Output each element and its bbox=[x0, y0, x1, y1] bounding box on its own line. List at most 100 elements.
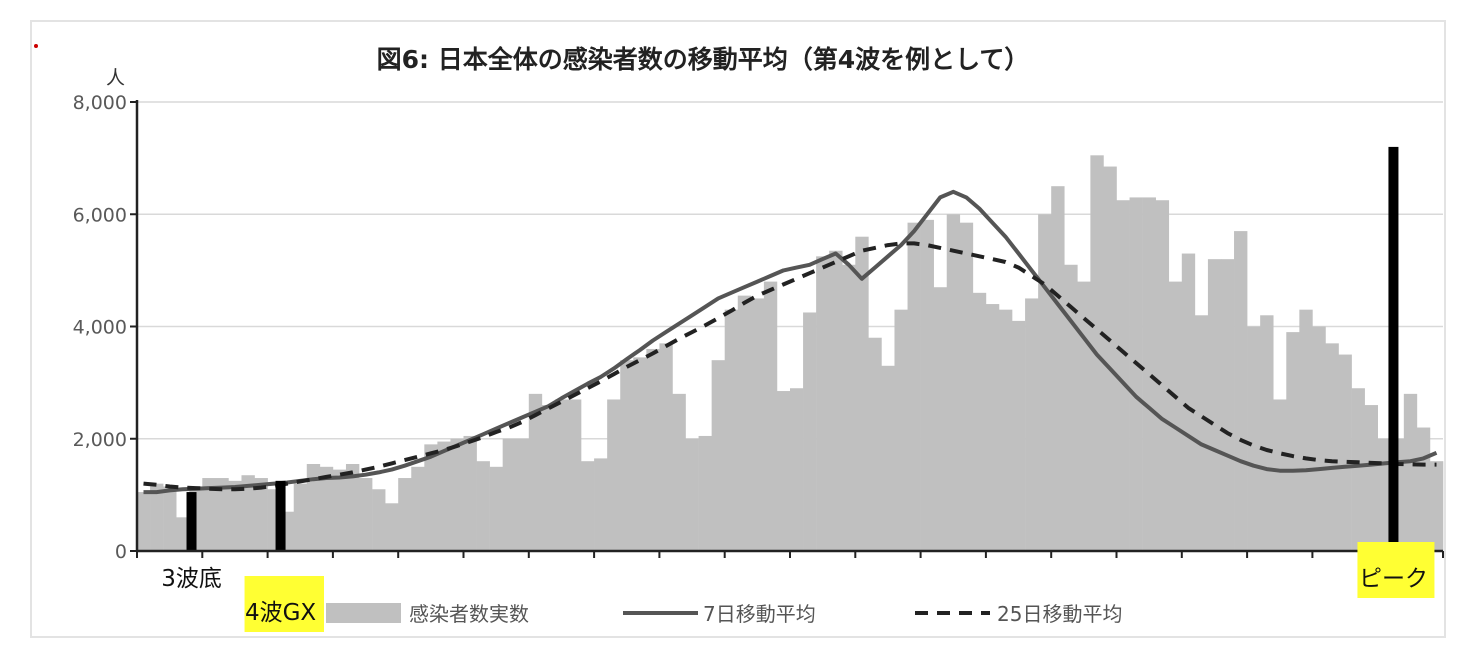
bar-day-7 bbox=[228, 480, 242, 551]
bar-day-90 bbox=[1312, 326, 1326, 551]
bar-day-75 bbox=[1116, 200, 1130, 551]
bar-day-85 bbox=[1247, 326, 1261, 551]
y-tick-label-1: 2,000 bbox=[73, 429, 127, 451]
bar-day-44 bbox=[711, 360, 725, 551]
bar-day-25 bbox=[463, 435, 477, 551]
bar-day-0 bbox=[137, 492, 151, 551]
marker-highlight-2 bbox=[1357, 542, 1435, 598]
bar-day-83 bbox=[1220, 259, 1235, 551]
bar-day-33 bbox=[567, 399, 582, 551]
bar-day-74 bbox=[1103, 166, 1117, 551]
bar-day-12 bbox=[293, 483, 308, 551]
bar-day-55 bbox=[855, 236, 869, 551]
bar-day-45 bbox=[724, 309, 739, 551]
bar-day-49 bbox=[776, 391, 791, 551]
bar-day-97 bbox=[1403, 393, 1418, 551]
bar-day-57 bbox=[881, 365, 895, 551]
bar-day-68 bbox=[1025, 298, 1039, 551]
bar-day-69 bbox=[1038, 214, 1052, 551]
bar-day-65 bbox=[985, 304, 1000, 551]
bar-day-51 bbox=[803, 312, 817, 551]
bar-day-64 bbox=[972, 292, 987, 551]
bar-day-53 bbox=[829, 250, 843, 551]
bar-day-29 bbox=[515, 438, 530, 551]
bar-day-32 bbox=[554, 399, 569, 551]
y-tick-label-0: 0 bbox=[115, 541, 127, 563]
bar-day-60 bbox=[920, 219, 934, 552]
bar-day-87 bbox=[1273, 399, 1287, 551]
bar-day-71 bbox=[1064, 264, 1078, 551]
marker-bar-1 bbox=[275, 480, 286, 552]
legend-swatch-bars bbox=[326, 603, 401, 623]
bar-day-62 bbox=[946, 214, 961, 551]
bar-day-27 bbox=[489, 466, 503, 551]
chart-title: 図6: 日本全体の感染者数の移動平均（第4波を例として） bbox=[377, 45, 1030, 74]
bar-day-72 bbox=[1077, 281, 1091, 551]
y-unit-label: 人 bbox=[106, 67, 125, 89]
bar-day-86 bbox=[1260, 315, 1274, 551]
bar-day-93 bbox=[1351, 388, 1365, 551]
axes: 0 2,000 4,000 6,000 8,000 bbox=[73, 92, 1444, 563]
bar-day-5 bbox=[202, 478, 216, 551]
bar-day-9 bbox=[254, 478, 268, 551]
bar-day-54 bbox=[842, 264, 856, 551]
y-tick-label-4: 8,000 bbox=[73, 92, 127, 114]
bar-day-80 bbox=[1181, 253, 1196, 551]
bar-day-52 bbox=[816, 256, 830, 551]
bar-day-77 bbox=[1142, 197, 1156, 551]
bar-day-47 bbox=[750, 298, 765, 551]
bar-day-19 bbox=[385, 503, 399, 551]
bar-day-34 bbox=[581, 461, 595, 551]
bar-day-23 bbox=[437, 441, 451, 551]
bar-day-42 bbox=[685, 438, 699, 551]
bar-day-8 bbox=[241, 475, 255, 551]
bar-day-26 bbox=[476, 461, 490, 551]
bar-day-48 bbox=[763, 281, 778, 551]
bar-day-6 bbox=[215, 478, 229, 551]
bars-actual-cases bbox=[137, 155, 1444, 552]
marker-labels: 3波底4波GXピークDX底5波GX bbox=[161, 542, 1435, 632]
bar-day-36 bbox=[607, 399, 621, 551]
bar-day-91 bbox=[1325, 343, 1339, 551]
bar-day-61 bbox=[933, 287, 948, 551]
bar-day-15 bbox=[332, 469, 347, 551]
bar-day-66 bbox=[998, 309, 1013, 551]
event-markers bbox=[186, 146, 1399, 552]
marker-label-0: 3波底 bbox=[161, 566, 222, 592]
bar-day-28 bbox=[502, 438, 517, 551]
bar-day-30 bbox=[528, 393, 543, 551]
bar-day-92 bbox=[1338, 354, 1352, 551]
legend-label-7day: 7日移動平均 bbox=[703, 602, 816, 626]
legend-label-25day: 25日移動平均 bbox=[997, 602, 1122, 626]
series-line-2 bbox=[143, 241, 1437, 492]
marker-label-1: 4波GX bbox=[245, 600, 316, 626]
marker-highlight-1 bbox=[244, 576, 325, 632]
bar-day-88 bbox=[1286, 332, 1300, 551]
bar-day-81 bbox=[1194, 315, 1209, 551]
legend: 感染者数実数 7日移動平均 25日移動平均 bbox=[326, 602, 1122, 626]
bar-day-43 bbox=[698, 435, 712, 551]
bar-day-50 bbox=[790, 388, 804, 551]
bar-day-22 bbox=[424, 444, 438, 551]
bar-day-37 bbox=[620, 360, 634, 551]
bar-day-82 bbox=[1207, 259, 1222, 551]
moving-average-lines bbox=[143, 189, 1438, 495]
marker-bar-2 bbox=[1388, 146, 1399, 552]
bar-day-70 bbox=[1051, 186, 1065, 551]
bar-day-89 bbox=[1299, 309, 1313, 551]
bar-day-31 bbox=[541, 405, 556, 551]
bar-day-78 bbox=[1155, 200, 1170, 551]
bar-day-41 bbox=[672, 393, 686, 551]
bar-day-16 bbox=[345, 464, 360, 551]
bar-day-56 bbox=[868, 337, 882, 551]
bar-day-24 bbox=[450, 438, 464, 551]
bar-day-3 bbox=[176, 517, 190, 551]
bar-day-39 bbox=[646, 348, 660, 551]
bar-day-67 bbox=[1012, 320, 1026, 551]
bar-day-79 bbox=[1168, 281, 1183, 551]
bar-day-18 bbox=[372, 489, 386, 551]
bar-day-95 bbox=[1377, 438, 1392, 551]
bar-day-13 bbox=[306, 464, 321, 551]
bar-day-35 bbox=[594, 458, 608, 551]
